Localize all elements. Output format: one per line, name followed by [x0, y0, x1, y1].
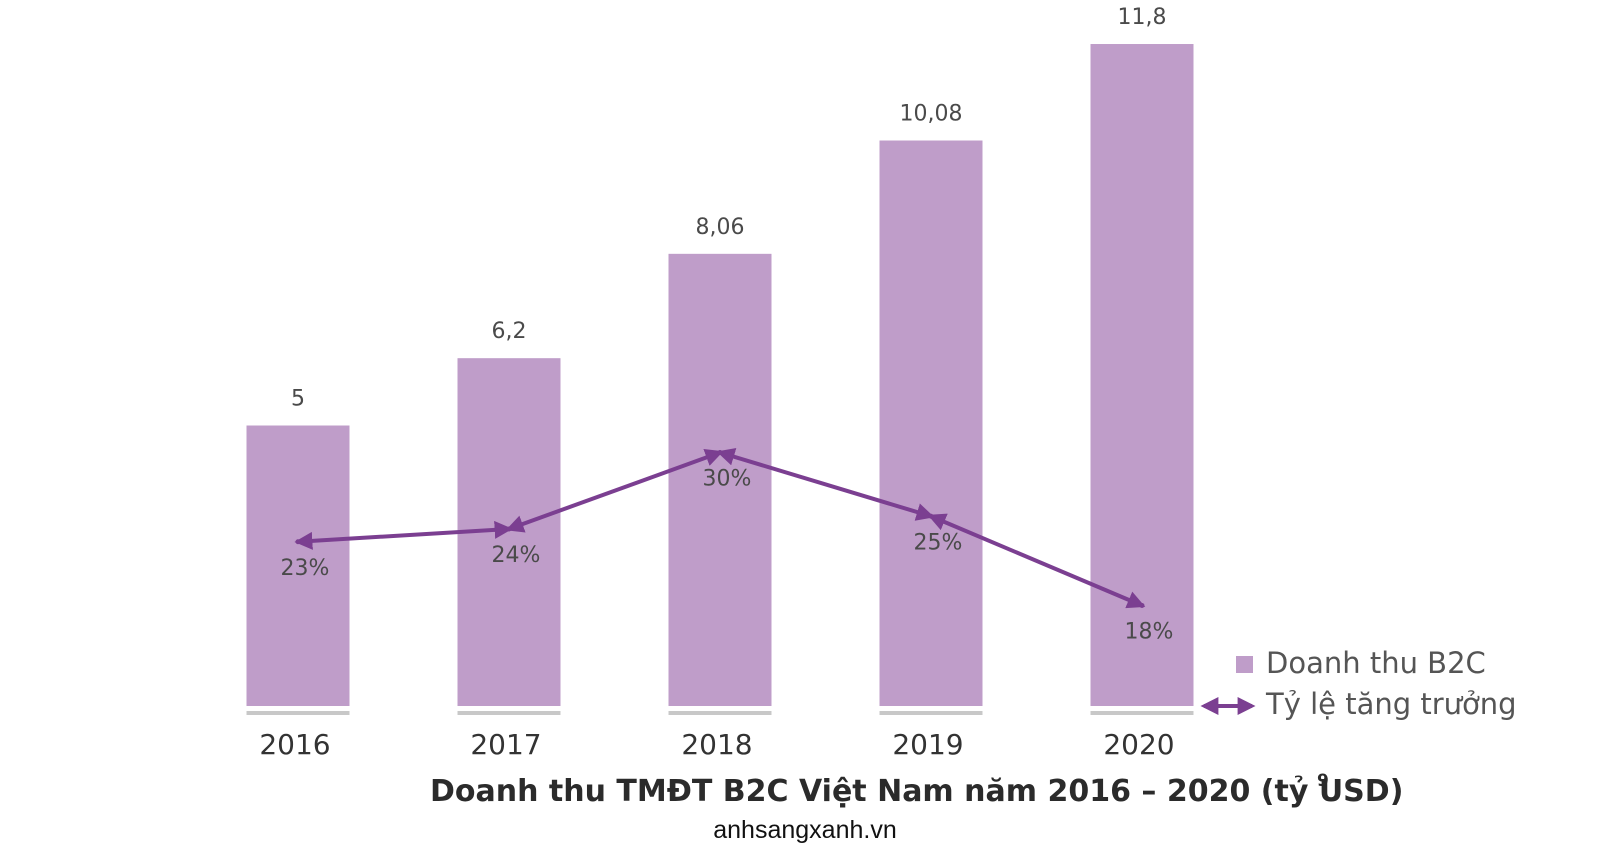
growth-label-2016: 23%: [281, 556, 330, 581]
legend-swatch-bar: [1236, 656, 1253, 673]
baseline-2020: [1090, 711, 1194, 715]
bars-layer: [246, 44, 1194, 715]
legend-label-bar: Doanh thu B2C: [1266, 646, 1486, 680]
growth-point-2017: [506, 526, 512, 532]
x-tick-2020: 2020: [1103, 728, 1174, 761]
growth-segment-2017-2018: [505, 448, 724, 533]
growth-segment-2016-2017: [294, 520, 513, 550]
growth-label-2017: 24%: [492, 543, 541, 568]
baseline-2019: [879, 711, 983, 715]
chart-title: Doanh thu TMĐT B2C Việt Nam năm 2016 – 2…: [430, 774, 1403, 809]
bar-2019: [879, 140, 983, 707]
value-label-2017: 6,2: [492, 319, 527, 344]
value-label-2020: 11,8: [1118, 5, 1167, 30]
growth-segment-2018-2019: [716, 448, 935, 521]
legend-label-line: Tỷ lệ tăng trưởng: [1265, 687, 1517, 721]
baseline-2018: [668, 711, 772, 715]
growth-label-2020: 18%: [1125, 620, 1174, 645]
growth-segment-2019-2020: [927, 513, 1146, 609]
x-tick-2018: 2018: [681, 728, 752, 761]
growth-point-2019: [928, 513, 934, 519]
growth-point-2016: [295, 539, 301, 545]
x-tick-2016: 2016: [259, 728, 330, 761]
growth-label-2019: 25%: [914, 530, 963, 555]
value-label-2016: 5: [291, 387, 305, 412]
growth-point-2018: [717, 450, 723, 455]
labels-layer: 5 2016 6,2 2017 8,06 2018 10,08 2019 11,8 2020 23%…: [259, 5, 1174, 761]
x-tick-2019: 2019: [892, 728, 963, 761]
title-footnote: 9: [1317, 771, 1329, 791]
value-label-2019: 10,08: [900, 102, 963, 127]
value-label-2018: 8,06: [696, 215, 745, 240]
legend: Doanh thu B2C Tỷ lệ tăng trưởng: [1200, 646, 1517, 721]
baseline-2016: [246, 711, 350, 715]
growth-line-layer: [294, 448, 1146, 609]
x-tick-2017: 2017: [470, 728, 541, 761]
baseline-2017: [457, 711, 561, 715]
bar-2016: [246, 425, 350, 706]
growth-label-2018: 30%: [703, 467, 752, 492]
growth-point-2020: [1139, 603, 1145, 608]
source-text: anhsangxanh.vn: [713, 816, 896, 844]
